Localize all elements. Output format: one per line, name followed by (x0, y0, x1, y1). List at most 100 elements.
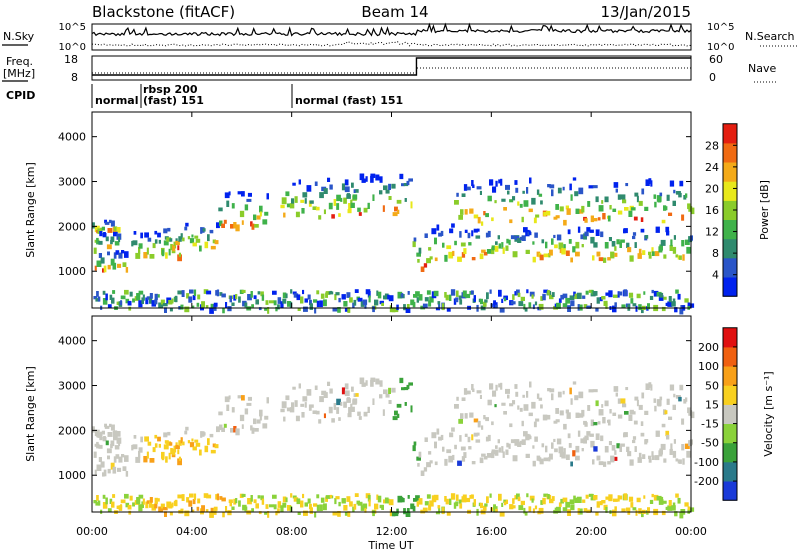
velocity-cell (489, 493, 492, 498)
velocity-cell (332, 511, 338, 516)
velocity-cell (651, 455, 655, 460)
freq-left-tick-bottom: 8 (71, 71, 78, 84)
power-cell (186, 293, 190, 299)
velocity-cell (188, 500, 193, 507)
power-cell (180, 304, 184, 310)
velocity-cell (209, 511, 214, 518)
power-cell (295, 211, 300, 218)
power-cell (538, 303, 544, 310)
power-cell (584, 218, 588, 223)
power-cell (152, 243, 156, 249)
velocity-cell (570, 504, 575, 511)
velocity-colorbar-swatch (723, 366, 737, 386)
power-cell (251, 223, 255, 230)
velocity-cell (535, 418, 540, 422)
power-cell (512, 196, 516, 201)
velocity-colorbar-tick-label: -200 (694, 475, 719, 488)
power-cell (636, 195, 639, 203)
velocity-cell (264, 415, 269, 420)
power-cell (388, 183, 391, 190)
power-cell (607, 257, 611, 261)
velocity-cell (559, 453, 562, 458)
velocity-cell (132, 444, 138, 450)
power-colorbar-tick-label: 20 (705, 182, 719, 195)
power-cell (357, 297, 363, 302)
velocity-cell (406, 384, 410, 390)
velocity-cell (152, 447, 156, 453)
power-cell (318, 215, 322, 220)
power-cell (566, 208, 571, 215)
power-cell (207, 234, 210, 242)
velocity-cell (266, 397, 269, 404)
velocity-cell (129, 495, 133, 501)
power-cell (438, 232, 442, 237)
power-cell (301, 208, 305, 214)
velocity-cell (239, 414, 245, 422)
velocity-cell (383, 499, 387, 504)
power-cell (413, 237, 417, 242)
velocity-cell (168, 452, 171, 460)
power-cell (102, 298, 108, 305)
velocity-cell (620, 443, 625, 447)
velocity-cells (92, 377, 695, 519)
power-cell (388, 196, 392, 200)
power-cell (370, 175, 374, 183)
velocity-cell (329, 494, 332, 498)
velocity-cell (403, 387, 409, 391)
power-cell (495, 180, 498, 187)
velocity-cell (632, 507, 637, 511)
velocity-cell (468, 446, 472, 450)
power-cell (480, 298, 483, 305)
freq-label: Freq. (6, 55, 33, 68)
velocity-cell (581, 409, 585, 417)
velocity-cell (445, 498, 449, 505)
velocity-cell (593, 446, 598, 452)
power-cell (287, 301, 292, 307)
velocity-cell (679, 511, 684, 519)
power-cell (357, 207, 361, 212)
velocity-cell (588, 493, 593, 497)
power-cell (435, 307, 441, 311)
velocity-ytick-label: 1000 (58, 469, 86, 482)
cpid-panel: CPID normal rbsp 200 (fast) 151 normal (… (6, 83, 403, 108)
velocity-cell (163, 432, 168, 438)
velocity-cell (347, 413, 352, 418)
velocity-colorbar-swatch (723, 404, 737, 424)
velocity-cell (125, 502, 130, 508)
power-cell (104, 221, 110, 225)
power-cell (377, 291, 382, 299)
power-cell (112, 290, 116, 294)
power-cell (670, 239, 673, 247)
velocity-cell (109, 498, 113, 504)
power-cell (293, 293, 299, 298)
power-cell (161, 249, 165, 257)
power-cell (623, 289, 628, 297)
power-cell (404, 198, 407, 202)
power-cell (315, 206, 320, 211)
power-cell (201, 301, 205, 308)
power-cell (175, 238, 178, 243)
power-cell (433, 290, 439, 297)
velocity-cell (583, 508, 588, 513)
noise-left-tick-top: 10^5 (59, 22, 86, 33)
power-cell (149, 293, 153, 299)
power-cell (565, 205, 569, 210)
velocity-cell (382, 409, 385, 416)
power-cell (458, 295, 462, 300)
power-cell (191, 234, 194, 238)
power-cell (587, 201, 591, 207)
power-cell (464, 209, 468, 215)
velocity-cell (653, 494, 659, 501)
velocity-cell (558, 446, 564, 454)
velocity-cell (593, 422, 598, 426)
velocity-cell (109, 423, 112, 428)
velocity-cell (458, 499, 462, 504)
velocity-cell (498, 383, 502, 388)
velocity-cell (318, 419, 322, 424)
time-tick-label: 08:00 (276, 525, 308, 538)
power-cell (635, 305, 638, 312)
velocity-cell (536, 393, 540, 399)
velocity-cell (690, 507, 695, 512)
velocity-cell (246, 402, 252, 406)
velocity-cell (352, 506, 355, 513)
